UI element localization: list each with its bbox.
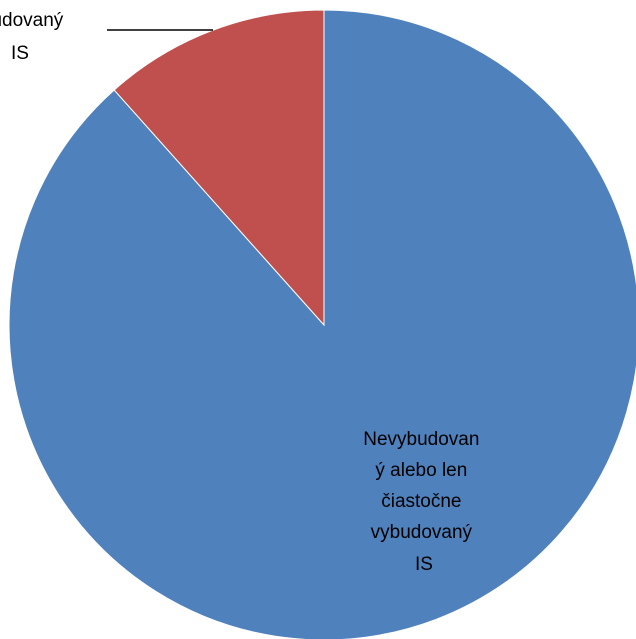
slice-label-large-line: IS [415, 554, 433, 575]
slice-label-large-line: ý alebo len [375, 460, 467, 481]
pie-slices [8, 9, 636, 639]
slice-label-small-line: IS [11, 43, 29, 64]
slice-label-small: udovaný IS [0, 10, 69, 64]
slice-label-small-line: udovaný [0, 10, 64, 31]
slice-label-large-line: čiastočne [381, 491, 461, 512]
slice-label-large: Nevybudovan ý alebo len čiastočne vybudo… [363, 429, 484, 575]
slice-label-large-line: vybudovaný [371, 522, 473, 543]
pie-slice-0 [8, 9, 636, 639]
slice-label-large-line: Nevybudovan [363, 429, 479, 450]
